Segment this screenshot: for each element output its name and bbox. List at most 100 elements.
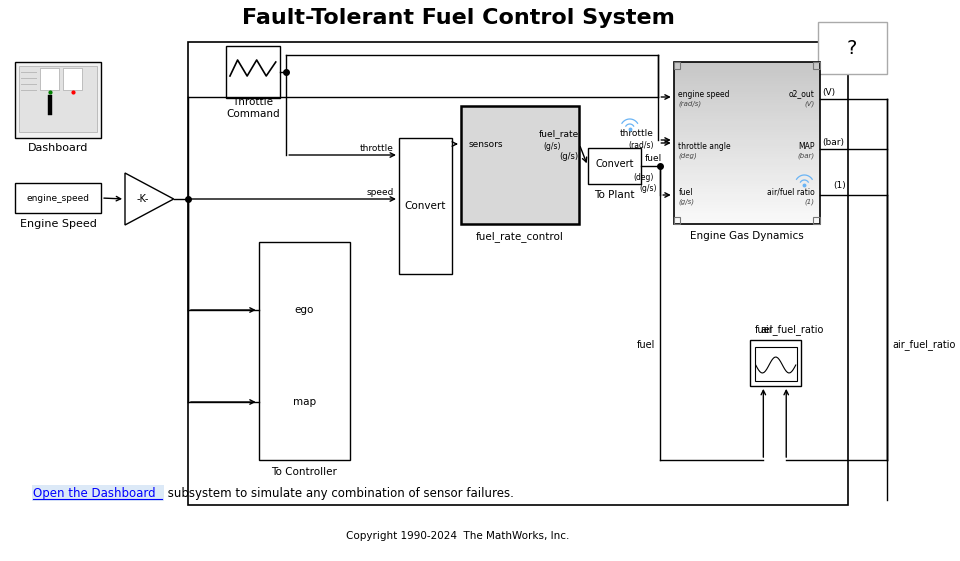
Text: subsystem to simulate any combination of sensor failures.: subsystem to simulate any combination of… — [164, 486, 514, 499]
Bar — [674, 208, 820, 211]
Text: fuel: fuel — [637, 340, 656, 350]
Text: Engine Gas Dynamics: Engine Gas Dynamics — [690, 231, 804, 241]
Bar — [674, 164, 820, 168]
Bar — [674, 67, 820, 71]
Text: (rad/s): (rad/s) — [628, 140, 654, 149]
Text: engine_speed: engine_speed — [27, 194, 89, 203]
Bar — [674, 151, 820, 155]
Bar — [674, 186, 820, 190]
Text: throttle: throttle — [620, 128, 654, 137]
Bar — [755, 347, 797, 381]
Bar — [813, 62, 820, 69]
Bar — [40, 68, 60, 90]
Bar — [674, 81, 820, 84]
Bar — [674, 176, 820, 179]
Bar — [674, 192, 820, 195]
Bar — [674, 167, 820, 171]
Bar — [674, 157, 820, 160]
Bar — [674, 100, 820, 103]
Text: (bar): (bar) — [798, 153, 815, 159]
Bar — [674, 86, 820, 90]
Bar — [674, 105, 820, 109]
Bar — [674, 62, 820, 224]
Bar — [674, 103, 820, 106]
Bar — [674, 113, 820, 117]
Text: (g/s): (g/s) — [639, 183, 657, 192]
Bar — [674, 135, 820, 139]
Bar — [674, 143, 820, 146]
Bar — [750, 340, 802, 386]
Bar — [674, 124, 820, 127]
Bar — [674, 108, 820, 112]
Bar — [674, 94, 820, 98]
Text: throttle: throttle — [360, 144, 394, 153]
Bar — [674, 62, 820, 66]
Bar — [674, 194, 820, 198]
Bar — [674, 159, 820, 163]
Text: engine speed: engine speed — [679, 90, 730, 99]
Text: (deg): (deg) — [679, 153, 697, 159]
Bar — [674, 78, 820, 82]
Bar — [227, 46, 279, 98]
Bar — [19, 66, 97, 132]
Bar — [674, 76, 820, 79]
Bar — [588, 148, 641, 184]
Text: (deg): (deg) — [634, 172, 654, 182]
Bar — [674, 91, 820, 95]
Bar — [15, 183, 101, 213]
Text: fuel_rate_control: fuel_rate_control — [476, 232, 564, 242]
Bar — [674, 213, 820, 217]
Bar — [674, 154, 820, 157]
Bar — [674, 121, 820, 125]
Bar — [674, 216, 820, 219]
Bar — [674, 146, 820, 149]
Bar — [674, 70, 820, 73]
Bar — [674, 210, 820, 214]
Bar — [674, 181, 820, 185]
Bar — [258, 242, 350, 460]
Bar — [674, 89, 820, 93]
Text: (V): (V) — [823, 88, 835, 96]
Text: MAP: MAP — [799, 141, 815, 150]
Text: Copyright 1990-2024  The MathWorks, Inc.: Copyright 1990-2024 The MathWorks, Inc. — [347, 531, 569, 541]
Text: (1): (1) — [833, 181, 846, 190]
Text: Fault-Tolerant Fuel Control System: Fault-Tolerant Fuel Control System — [242, 8, 675, 28]
Bar — [674, 149, 820, 152]
Bar — [674, 162, 820, 165]
Bar — [674, 65, 820, 68]
Text: fuel: fuel — [645, 154, 662, 163]
Bar — [674, 183, 820, 187]
Text: speed: speed — [367, 187, 394, 196]
Bar — [674, 140, 820, 144]
Bar — [674, 173, 820, 176]
Text: (bar): (bar) — [823, 137, 845, 146]
Text: ego: ego — [295, 305, 314, 315]
Bar — [674, 132, 820, 136]
Bar — [674, 200, 820, 203]
Text: (rad/s): (rad/s) — [679, 101, 702, 107]
Text: To Plant: To Plant — [594, 190, 635, 200]
Text: Convert: Convert — [595, 159, 634, 169]
Bar — [674, 97, 820, 100]
Text: Open the Dashboard: Open the Dashboard — [34, 486, 156, 499]
Bar — [15, 62, 101, 138]
Text: throttle angle: throttle angle — [679, 141, 731, 150]
Bar — [674, 203, 820, 206]
Bar — [674, 217, 681, 224]
Text: (V): (V) — [804, 101, 815, 107]
Bar — [674, 205, 820, 209]
Text: air/fuel ratio: air/fuel ratio — [767, 187, 815, 196]
Bar — [674, 137, 820, 141]
Text: fuel: fuel — [756, 325, 774, 335]
Bar — [674, 221, 820, 225]
Text: air_fuel_ratio: air_fuel_ratio — [760, 325, 824, 335]
Bar — [674, 127, 820, 130]
Bar — [674, 189, 820, 192]
Text: (g/s): (g/s) — [543, 141, 561, 150]
Text: Engine Speed: Engine Speed — [20, 219, 97, 229]
Bar — [188, 42, 849, 505]
Text: Throttle
Command: Throttle Command — [226, 97, 279, 119]
Bar — [674, 219, 820, 222]
Text: fuel: fuel — [679, 187, 693, 196]
Text: (1): (1) — [804, 199, 815, 205]
